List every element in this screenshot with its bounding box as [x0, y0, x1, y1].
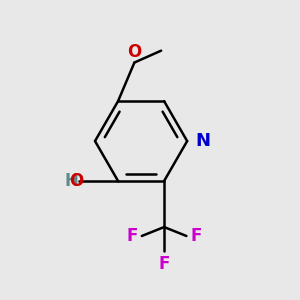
Text: F: F — [127, 227, 138, 245]
Text: H: H — [64, 172, 78, 190]
Text: N: N — [196, 132, 211, 150]
Text: F: F — [190, 227, 202, 245]
Text: O: O — [127, 43, 142, 61]
Text: O: O — [69, 172, 83, 190]
Text: F: F — [158, 255, 170, 273]
